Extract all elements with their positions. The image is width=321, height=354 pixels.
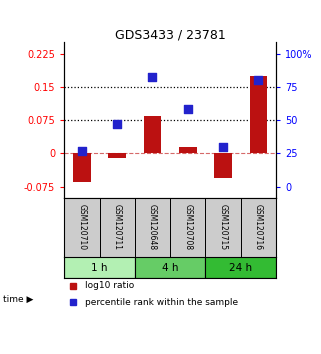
Bar	[179, 147, 196, 153]
Bar	[214, 153, 232, 178]
Bar	[73, 153, 91, 182]
Bar	[205, 198, 241, 257]
Text: GSM120716: GSM120716	[254, 204, 263, 251]
Text: GSM120708: GSM120708	[183, 204, 192, 251]
Text: 4 h: 4 h	[162, 263, 178, 273]
Point	[256, 77, 261, 83]
Bar	[135, 257, 205, 278]
Bar	[143, 116, 161, 153]
Bar	[241, 198, 276, 257]
Bar	[64, 257, 135, 278]
Point	[79, 148, 84, 153]
Bar	[205, 257, 276, 278]
Text: GSM120715: GSM120715	[219, 204, 228, 251]
Text: 1 h: 1 h	[91, 263, 108, 273]
Bar	[108, 153, 126, 158]
Text: percentile rank within the sample: percentile rank within the sample	[85, 297, 239, 307]
Bar	[100, 198, 135, 257]
Bar	[170, 198, 205, 257]
Point	[185, 107, 190, 112]
Bar	[249, 76, 267, 153]
Text: GSM120710: GSM120710	[77, 204, 86, 251]
Text: GSM120711: GSM120711	[113, 205, 122, 250]
Text: GSM120648: GSM120648	[148, 204, 157, 251]
Point	[150, 75, 155, 80]
Bar	[64, 198, 100, 257]
Point	[115, 121, 120, 127]
Bar	[135, 198, 170, 257]
Point	[221, 144, 226, 149]
Text: time ▶: time ▶	[3, 295, 34, 304]
Text: 24 h: 24 h	[229, 263, 252, 273]
Text: log10 ratio: log10 ratio	[85, 281, 134, 290]
Title: GDS3433 / 23781: GDS3433 / 23781	[115, 28, 226, 41]
